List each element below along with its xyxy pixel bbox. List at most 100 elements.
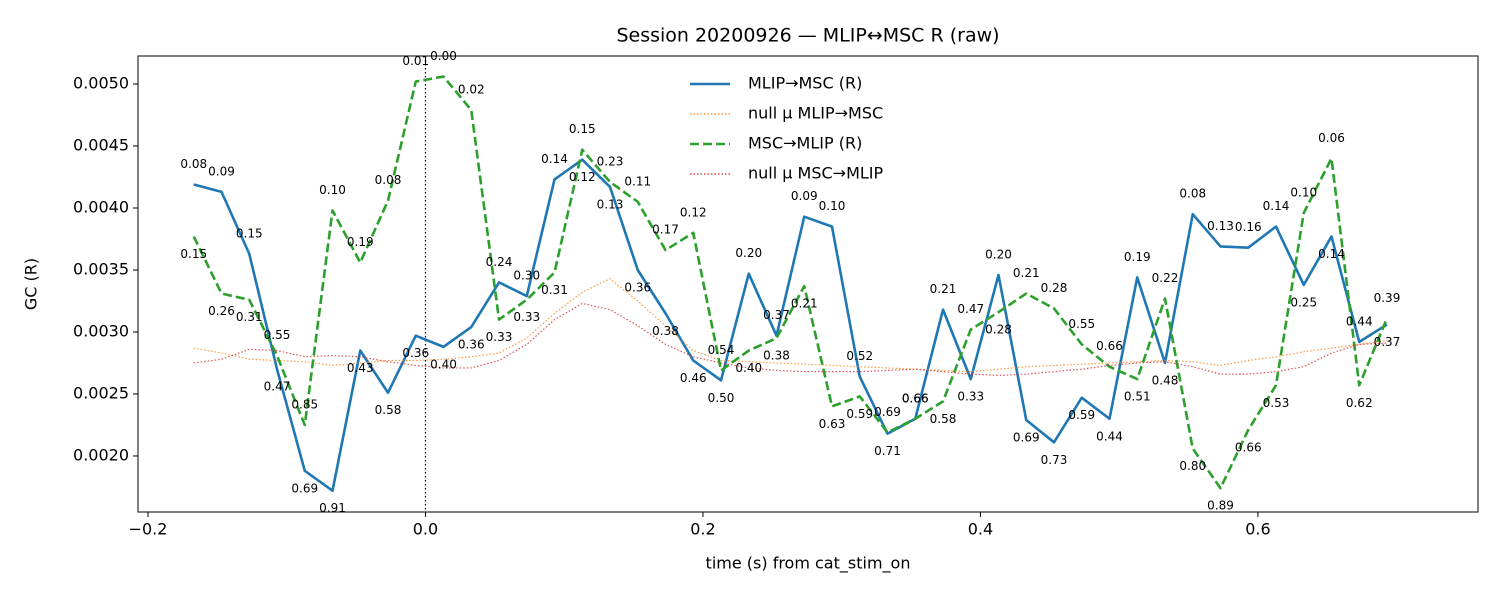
plot-frame (137, 55, 1479, 513)
p-value-label: 0.66 (902, 391, 929, 405)
p-value-label: 0.59 (1068, 408, 1095, 422)
x-axis-label: time (s) from cat_stim_on (706, 554, 911, 574)
p-value-label: 0.38 (763, 349, 790, 363)
p-value-label: 0.69 (1013, 431, 1040, 445)
p-value-label: 0.52 (846, 349, 873, 363)
x-tick-label: −0.2 (129, 520, 168, 539)
p-value-label: 0.44 (1096, 429, 1123, 443)
p-value-label: 0.36 (402, 346, 429, 360)
p-value-label: 0.22 (1152, 271, 1179, 285)
p-value-label: 0.55 (264, 328, 291, 342)
chart-title: Session 20200926 — MLIP↔MSC R (raw) (616, 25, 999, 47)
legend-label: null μ MSC→MLIP (748, 164, 884, 183)
p-value-label: 0.13 (1207, 219, 1234, 233)
p-value-label: 0.69 (874, 405, 901, 419)
p-value-label: 0.10 (819, 199, 846, 213)
p-value-label: 0.21 (1013, 266, 1040, 280)
legend-label: null μ MLIP→MSC (748, 104, 883, 123)
p-value-label: 0.51 (1124, 390, 1151, 404)
y-tick-label: 0.0045 (73, 136, 129, 155)
p-value-label: 0.54 (708, 343, 735, 357)
x-tick-label: 0.6 (1245, 520, 1270, 539)
p-value-label: 0.73 (1041, 453, 1068, 467)
p-value-label: 0.69 (291, 481, 318, 495)
p-value-label: 0.20 (985, 247, 1012, 261)
p-value-label: 0.14 (1263, 199, 1290, 213)
p-value-label: 0.59 (846, 407, 873, 421)
p-value-label: 0.85 (291, 397, 318, 411)
p-value-label: 0.43 (347, 361, 374, 375)
legend-label: MLIP→MSC (R) (748, 74, 862, 93)
x-tick-label: 0.4 (968, 520, 993, 539)
p-value-label: 0.39 (1374, 291, 1401, 305)
p-value-label: 0.25 (1290, 295, 1317, 309)
p-value-label: 0.08 (180, 157, 207, 171)
y-tick-label: 0.0040 (73, 198, 129, 217)
p-value-label: 0.63 (819, 417, 846, 431)
p-value-label: 0.15 (180, 247, 207, 261)
y-tick-label: 0.0035 (73, 259, 129, 278)
p-value-label: 0.37 (1374, 335, 1401, 349)
p-value-label: 0.80 (1179, 459, 1206, 473)
p-value-label: 0.66 (1096, 339, 1123, 353)
p-value-label: 0.37 (763, 308, 790, 322)
p-value-label: 0.08 (375, 173, 402, 187)
p-value-label: 0.28 (1041, 281, 1068, 295)
p-value-label: 0.09 (791, 189, 818, 203)
p-value-label: 0.09 (208, 164, 235, 178)
p-value-label: 0.47 (957, 302, 984, 316)
p-value-label: 0.89 (1207, 499, 1234, 513)
legend-label: MSC→MLIP (R) (748, 134, 862, 153)
p-value-label: 0.44 (1346, 314, 1373, 328)
p-value-label: 0.14 (1318, 247, 1345, 261)
p-value-label: 0.33 (513, 310, 540, 324)
p-value-label: 0.21 (930, 282, 957, 296)
p-value-label: 0.11 (624, 174, 651, 188)
p-value-label: 0.58 (930, 412, 957, 426)
p-value-label: 0.91 (319, 501, 346, 515)
p-value-label: 0.21 (791, 297, 818, 311)
p-value-label: 0.13 (597, 197, 624, 211)
p-value-label: 0.28 (985, 323, 1012, 337)
p-value-label: 0.66 (902, 391, 929, 405)
p-value-label: 0.23 (597, 154, 624, 168)
p-value-label: 0.15 (236, 226, 263, 240)
p-value-label: 0.33 (486, 330, 513, 344)
p-value-label: 0.12 (569, 170, 596, 184)
p-value-label: 0.36 (624, 280, 651, 294)
x-tick-label: 0.0 (413, 520, 438, 539)
p-value-label: 0.15 (569, 122, 596, 136)
p-value-label: 0.19 (1124, 250, 1151, 264)
y-tick-label: 0.0025 (73, 383, 129, 402)
y-tick-label: 0.0050 (73, 74, 129, 93)
p-value-label: 0.66 (1235, 440, 1262, 454)
p-value-label: 0.58 (375, 403, 402, 417)
p-value-label: 0.12 (680, 205, 707, 219)
p-value-label: 0.38 (652, 324, 679, 338)
p-value-label: 0.17 (652, 223, 679, 237)
p-value-label: 0.40 (430, 357, 457, 371)
p-value-label: 0.50 (708, 391, 735, 405)
p-value-label: 0.08 (1179, 187, 1206, 201)
y-tick-label: 0.0020 (73, 445, 129, 464)
series-line (192, 75, 1389, 490)
p-value-label: 0.14 (541, 152, 568, 166)
y-axis-label: GC (R) (22, 258, 41, 310)
p-value-label: 0.20 (735, 246, 762, 260)
p-value-label: 0.06 (1318, 131, 1345, 145)
p-value-label: 0.71 (874, 444, 901, 458)
p-value-label: 0.19 (347, 235, 374, 249)
p-value-label: 0.48 (1152, 373, 1179, 387)
p-value-label: 0.10 (319, 183, 346, 197)
series-line (193, 158, 1388, 492)
p-value-label: 0.16 (1235, 220, 1262, 234)
p-value-label: 0.01 (402, 54, 429, 68)
p-value-label: 0.47 (264, 380, 291, 394)
p-value-label: 0.30 (513, 269, 540, 283)
p-value-label: 0.62 (1346, 396, 1373, 410)
p-value-label: 0.10 (1290, 185, 1317, 199)
p-value-label: 0.36 (458, 338, 485, 352)
p-value-label: 0.33 (957, 390, 984, 404)
p-value-label: 0.55 (1068, 317, 1095, 331)
